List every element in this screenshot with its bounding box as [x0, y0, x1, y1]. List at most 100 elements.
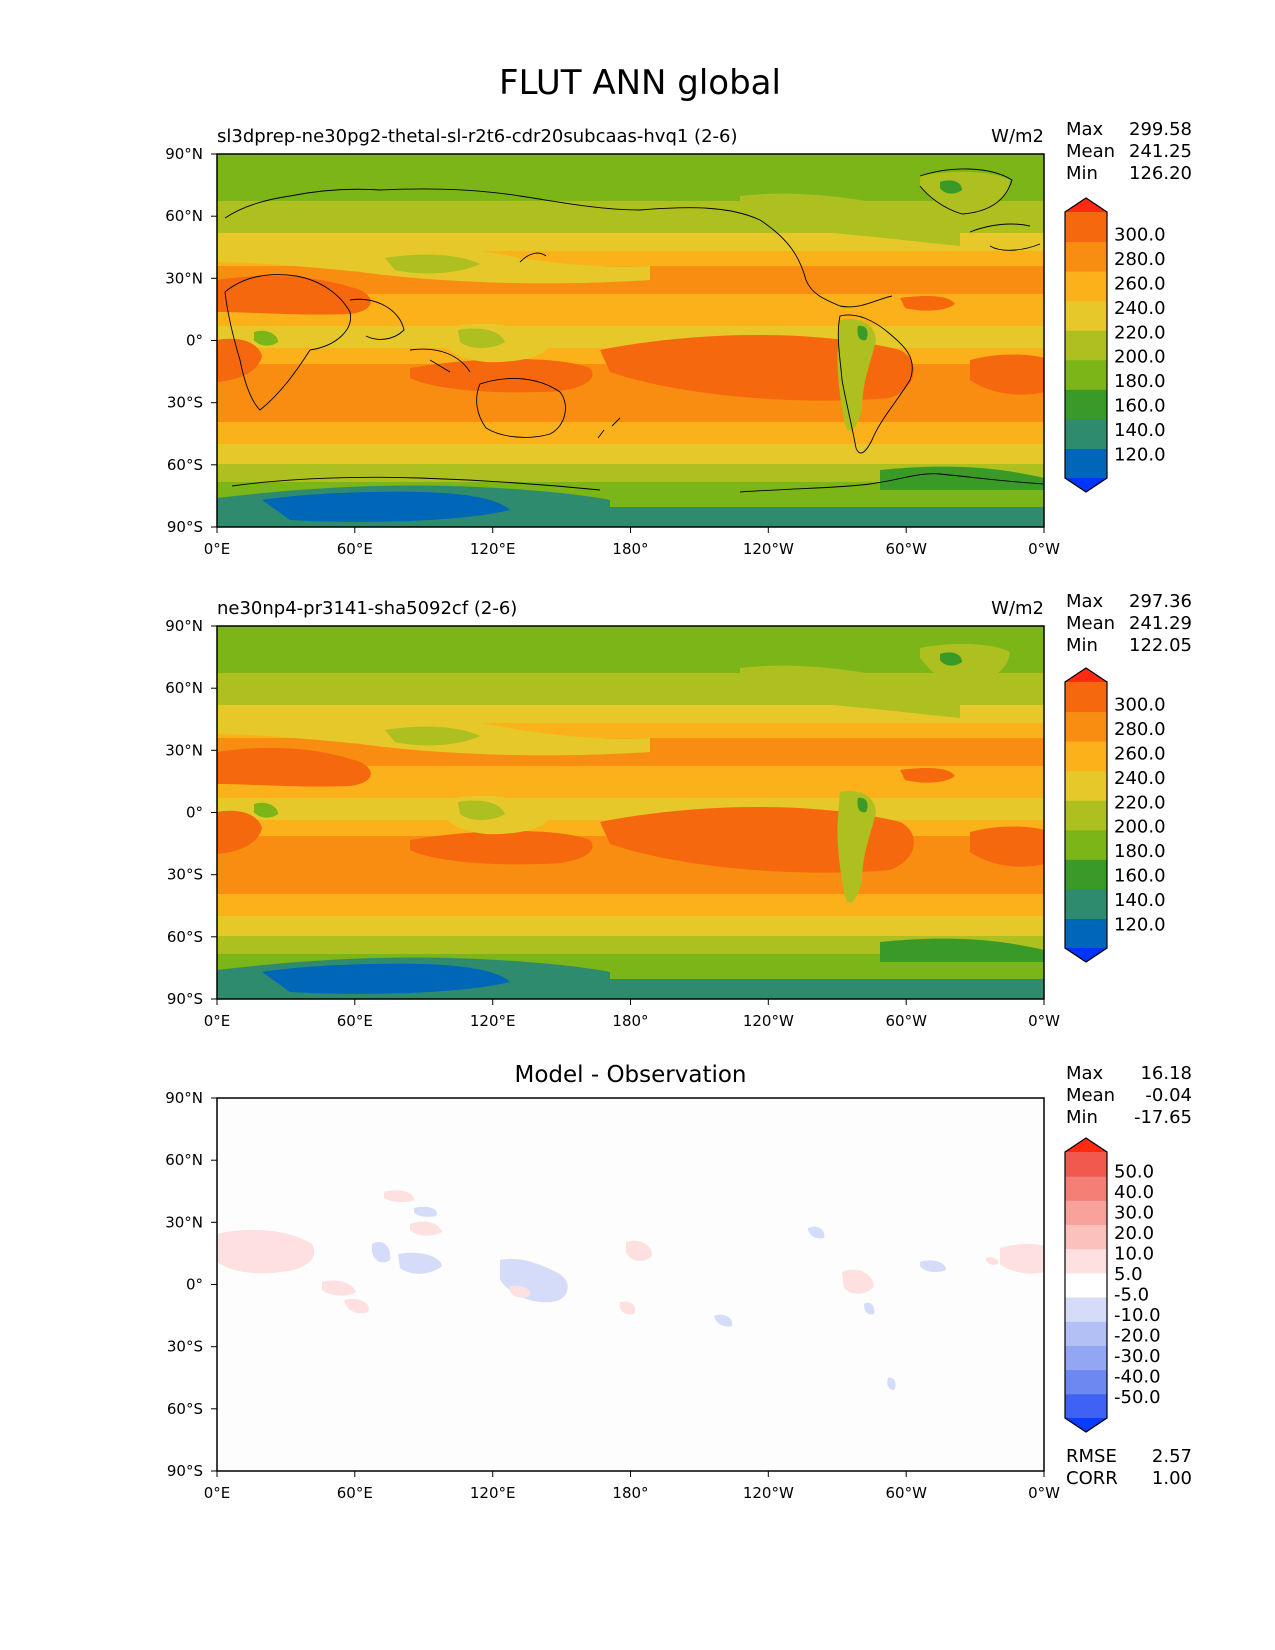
colorbar-segment [1065, 800, 1107, 831]
colorbar-segment [1065, 918, 1107, 949]
colorbar-segment [1065, 418, 1107, 449]
stat-value-corr: 1.00 [1152, 1468, 1192, 1489]
colorbar-extend-max [1065, 1138, 1107, 1152]
panel-diff: Model - Observation Max Mean Min 16.18 -… [165, 1062, 1192, 1502]
colorbar-label: 260.0 [1114, 274, 1166, 295]
map-field [217, 626, 1044, 999]
colorbar-label: 300.0 [1114, 225, 1166, 246]
x-tick-label: 120°E [470, 540, 516, 558]
stat-label-max: Max [1066, 591, 1104, 612]
colorbar-label: 180.0 [1114, 371, 1166, 392]
stat-label-max: Max [1066, 1063, 1104, 1084]
colorbar-segment [1065, 389, 1107, 420]
y-tick-label: 90°N [165, 145, 203, 163]
stat-value-max: 299.58 [1129, 119, 1192, 140]
stats-box: Max Mean Min 16.18 -0.04 -17.65 [1066, 1063, 1192, 1128]
stat-label-min: Min [1066, 163, 1098, 184]
y-tick-label: 0° [186, 1276, 203, 1294]
colorbar-label: -50.0 [1114, 1387, 1161, 1408]
colorbar-label: 260.0 [1114, 744, 1166, 765]
panel-title-left: sl3dprep-ne30pg2-thetal-sl-r2t6-cdr20sub… [217, 126, 738, 147]
y-tick-label: 60°S [167, 456, 203, 474]
x-axis: 0°E 60°E 120°E 180° 120°W 60°W 0°W [204, 1471, 1060, 1502]
x-tick-label: 180° [612, 1012, 648, 1030]
stat-label-corr: CORR [1066, 1468, 1118, 1489]
x-tick-label: 120°W [743, 1012, 794, 1030]
colorbar-extend-min [1065, 478, 1107, 492]
colorbar-segment [1065, 1369, 1107, 1395]
x-tick-label: 60°W [885, 1012, 927, 1030]
colorbar-label: -10.0 [1114, 1305, 1161, 1326]
map-field [217, 154, 1044, 527]
colorbar-segment [1065, 1321, 1107, 1346]
figure-title: FLUT ANN global [499, 63, 781, 103]
panel-ref: ne30np4-pr3141-sha5092cf (2-6) W/m2 Max … [165, 591, 1192, 1030]
y-tick-label: 60°S [167, 1400, 203, 1418]
y-tick-label: 30°N [165, 269, 203, 287]
x-tick-label: 120°E [470, 1484, 516, 1502]
y-tick-label: 90°S [167, 990, 203, 1008]
colorbar: 50.0 40.0 30.0 20.0 10.0 5.0 -5.0 -10.0 … [1064, 1137, 1161, 1433]
colorbar-label: 180.0 [1114, 841, 1166, 862]
panel-title-center: Model - Observation [514, 1062, 746, 1088]
x-axis: 0°E 60°E 120°E 180° 120°W 60°W 0°W [204, 527, 1060, 558]
y-tick-label: 90°N [165, 1089, 203, 1107]
x-tick-label: 0°E [204, 1012, 231, 1030]
x-tick-label: 0°W [1028, 540, 1060, 558]
y-tick-label: 90°S [167, 1462, 203, 1480]
x-axis: 0°E 60°E 120°E 180° 120°W 60°W 0°W [204, 999, 1060, 1030]
colorbar-label: 220.0 [1114, 322, 1166, 343]
colorbar-segment [1065, 1272, 1107, 1298]
colorbar-segment [1065, 1152, 1107, 1177]
colorbar-segment [1065, 682, 1107, 713]
y-tick-label: 0° [186, 332, 203, 350]
colorbar-segment [1065, 1200, 1107, 1226]
colorbar-label: 240.0 [1114, 768, 1166, 789]
stat-value-min: 122.05 [1129, 635, 1192, 656]
x-tick-label: 120°W [743, 1484, 794, 1502]
colorbar-label: 30.0 [1114, 1202, 1154, 1223]
x-tick-label: 60°E [337, 1484, 373, 1502]
x-tick-label: 60°W [885, 1484, 927, 1502]
colorbar-segment [1065, 1224, 1107, 1250]
colorbar-extend-max [1065, 198, 1107, 212]
y-tick-label: 30°S [167, 1338, 203, 1356]
stat-value-min: -17.65 [1134, 1107, 1192, 1128]
colorbar-segment [1065, 711, 1107, 742]
x-tick-label: 0°W [1028, 1012, 1060, 1030]
colorbar-segment [1065, 1345, 1107, 1371]
colorbar-segment [1065, 1176, 1107, 1201]
coastlines [224, 168, 1044, 493]
colorbar-segment [1065, 1297, 1107, 1322]
stats-box: Max Mean Min 299.58 241.25 126.20 [1066, 119, 1192, 184]
colorbar-label: 160.0 [1114, 396, 1166, 417]
colorbar-label: -5.0 [1114, 1284, 1149, 1305]
stat-label-min: Min [1066, 1107, 1098, 1128]
colorbar-label: 140.0 [1114, 890, 1166, 911]
colorbar-segment [1065, 300, 1107, 331]
y-tick-label: 60°S [167, 928, 203, 946]
y-tick-label: 90°S [167, 518, 203, 536]
stat-label-max: Max [1066, 119, 1104, 140]
colorbar-label: 50.0 [1114, 1161, 1154, 1182]
x-tick-label: 60°E [337, 1012, 373, 1030]
panel-units: W/m2 [991, 126, 1044, 147]
y-tick-label: 30°S [167, 394, 203, 412]
colorbar-segment [1065, 770, 1107, 801]
colorbar-segment [1065, 271, 1107, 302]
x-tick-label: 0°E [204, 1484, 231, 1502]
x-tick-label: 0°E [204, 540, 231, 558]
panel-units: W/m2 [991, 598, 1044, 619]
y-tick-label: 30°N [165, 741, 203, 759]
stat-value-min: 126.20 [1129, 163, 1192, 184]
colorbar-label: 240.0 [1114, 298, 1166, 319]
x-tick-label: 120°E [470, 1012, 516, 1030]
colorbar-segment [1065, 888, 1107, 919]
y-tick-label: 60°N [165, 207, 203, 225]
y-axis: 90°N 60°N 30°N 0° 30°S 60°S 90°S [165, 145, 217, 536]
colorbar-segment [1065, 212, 1107, 243]
y-tick-label: 30°N [165, 1213, 203, 1231]
stat-label-rmse: RMSE [1066, 1446, 1117, 1467]
stat-label-mean: Mean [1066, 141, 1115, 162]
